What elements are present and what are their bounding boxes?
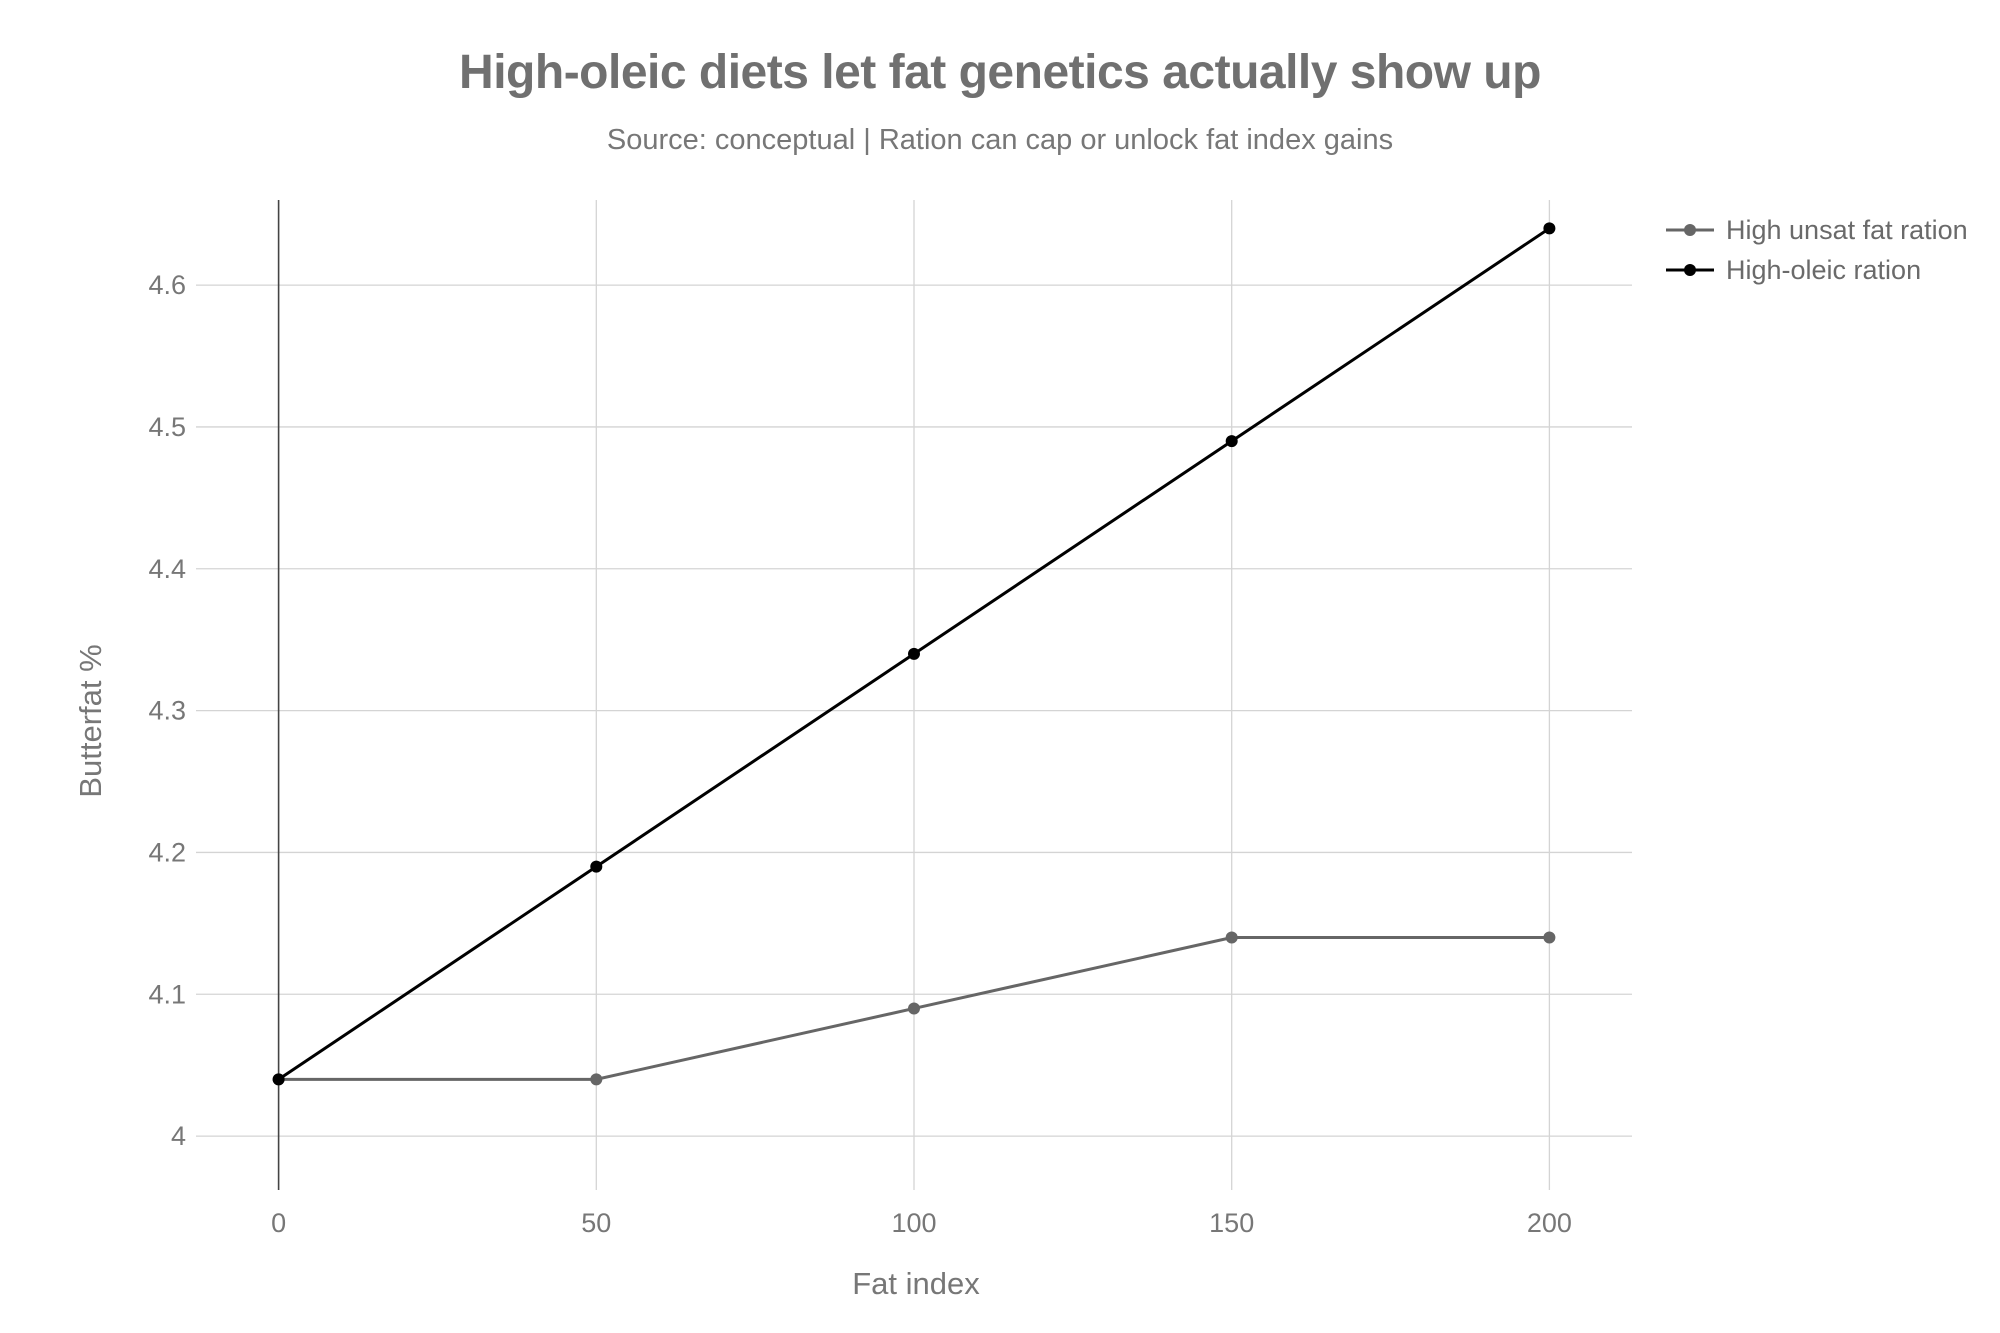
legend-item: High-oleic ration [1666, 255, 1921, 285]
data-point [908, 647, 920, 660]
y-tick-label: 4.1 [148, 979, 186, 1009]
x-tick-label: 50 [581, 1208, 611, 1238]
data-point [908, 1002, 920, 1015]
data-point [272, 1073, 285, 1086]
legend-marker [1684, 264, 1696, 276]
data-point [1543, 931, 1556, 944]
legend-label: High-oleic ration [1726, 255, 1921, 285]
data-point [1225, 435, 1238, 448]
y-tick-labels: 4 4.1 4.2 4.3 4.4 4.5 4.6 [148, 270, 186, 1151]
grid-lines [196, 200, 1632, 1190]
x-tick-label: 150 [1209, 1208, 1254, 1238]
chart-title: High-oleic diets let fat genetics actual… [459, 46, 1541, 99]
legend-marker [1684, 224, 1696, 236]
y-tick-label: 4 [171, 1121, 186, 1151]
x-axis-title: Fat index [852, 1266, 980, 1301]
x-tick-label: 100 [891, 1208, 936, 1238]
legend-item: High unsat fat ration [1666, 215, 1968, 245]
y-axis-title: Butterfat % [73, 644, 108, 797]
y-tick-label: 4.4 [148, 554, 186, 584]
data-point [590, 1073, 603, 1086]
series-1 [272, 222, 1556, 1086]
x-tick-label: 200 [1527, 1208, 1572, 1238]
legend-label: High unsat fat ration [1726, 215, 1968, 245]
legend: High unsat fat ration High-oleic ration [1666, 215, 1968, 285]
data-point [1543, 222, 1556, 235]
y-tick-label: 4.3 [148, 696, 186, 726]
data-point [590, 860, 603, 873]
y-tick-label: 4.2 [148, 837, 186, 867]
chart-subtitle: Source: conceptual | Ration can cap or u… [606, 124, 1394, 156]
y-tick-label: 4.5 [148, 412, 186, 442]
data-series [272, 222, 1556, 1086]
data-point [1225, 931, 1238, 944]
x-tick-label: 0 [271, 1208, 286, 1238]
x-tick-labels: 0 50 100 150 200 [271, 1208, 1572, 1238]
y-tick-label: 4.6 [148, 270, 186, 300]
